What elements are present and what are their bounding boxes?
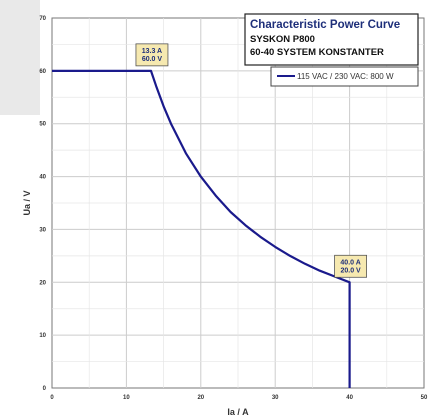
legend-frame <box>270 66 419 87</box>
y-tick-label: 20 <box>39 280 46 286</box>
chart-title: Characteristic Power Curve <box>250 19 400 31</box>
y-tick-label: 50 <box>39 122 46 128</box>
annotation-box: 13.3 A60.0 V <box>135 43 169 67</box>
y-axis-label: Ua / V <box>22 190 32 215</box>
annotation-label: 13.3 A <box>142 48 162 55</box>
y-tick-label: 40 <box>39 175 46 181</box>
y-tick-label: 10 <box>39 333 46 339</box>
series-line-0 <box>52 69 351 388</box>
title-box-frame <box>244 13 419 66</box>
y-tick-label: 70 <box>39 16 46 22</box>
annotation-label: 60.0 V <box>142 56 163 63</box>
tick-labels: 0 10 20 30 40 50 0 10 20 30 40 50 60 70 <box>39 16 428 401</box>
x-tick-label: 20 <box>197 395 204 401</box>
x-tick-label: 50 <box>421 395 428 401</box>
y-tick-label: 0 <box>43 386 47 392</box>
chart-subtitle-line-1: SYSKON P800 <box>250 34 315 45</box>
annotation-box-frame <box>135 43 169 67</box>
background-panel <box>0 0 40 115</box>
legend: 115 VAC / 230 VAC: 800 W <box>270 66 419 87</box>
y-tick-label: 30 <box>39 227 46 233</box>
annotation-box: 40.0 A20.0 V <box>334 254 368 278</box>
annotation-box-frame <box>334 254 368 278</box>
x-axis-label: Ia / A <box>227 407 249 417</box>
series-layer <box>52 69 351 388</box>
chart-subtitle-line-2: 60-40 SYSTEM KONSTANTER <box>250 47 384 58</box>
x-tick-label: 30 <box>272 395 279 401</box>
x-tick-label: 0 <box>50 395 54 401</box>
legend-label: 115 VAC / 230 VAC: 800 W <box>297 72 394 81</box>
annotations: 13.3 A60.0 V 40.0 A20.0 V <box>135 43 368 278</box>
y-tick-label: 60 <box>39 69 46 75</box>
x-tick-label: 10 <box>123 395 130 401</box>
annotation-label: 20.0 V <box>340 267 361 274</box>
x-tick-label: 40 <box>346 395 353 401</box>
annotation-label: 40.0 A <box>340 259 360 266</box>
title-box: Characteristic Power Curve SYSKON P800 6… <box>244 13 419 66</box>
